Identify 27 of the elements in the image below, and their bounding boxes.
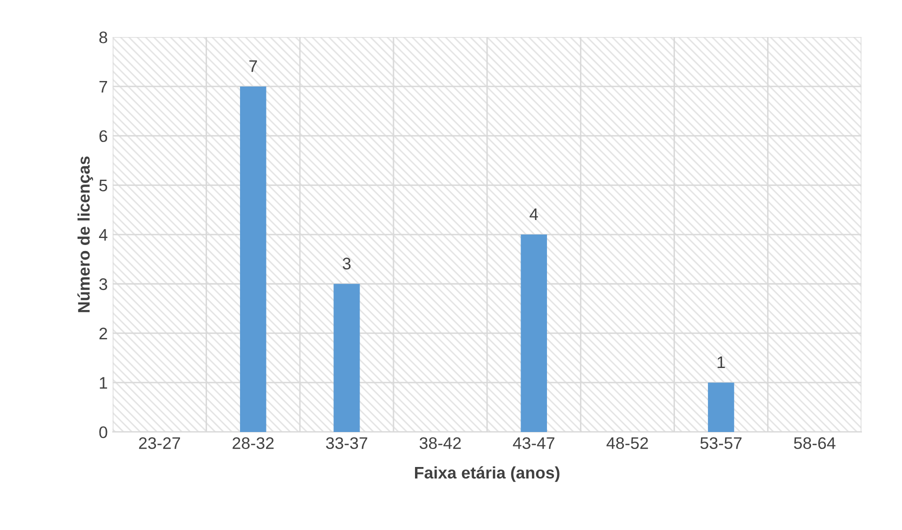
bar xyxy=(334,284,360,432)
data-label: 7 xyxy=(249,60,257,72)
x-tick-label: 23-27 xyxy=(139,437,180,450)
y-tick-label: 6 xyxy=(99,130,108,142)
bar xyxy=(240,86,266,432)
bar xyxy=(520,234,547,432)
x-tick-label: 43-47 xyxy=(512,437,554,450)
y-tick-label: 2 xyxy=(99,328,108,340)
y-tick-label: 3 xyxy=(99,278,108,290)
y-tick-label: 7 xyxy=(99,81,108,92)
x-tick-label: 33-37 xyxy=(326,437,368,450)
x-tick-label: 38-42 xyxy=(420,437,461,450)
y-tick-label: 8 xyxy=(99,32,108,44)
y-tick-label: 5 xyxy=(99,180,108,192)
data-label: 4 xyxy=(530,208,538,220)
x-tick-label: 53-57 xyxy=(700,437,742,450)
x-tick-label: 28-32 xyxy=(232,437,274,450)
y-tick-label: 1 xyxy=(100,377,108,389)
x-tick-label: 48-52 xyxy=(606,437,648,450)
y-tick-label: 4 xyxy=(99,229,108,241)
data-label: 1 xyxy=(718,356,725,368)
x-tick-label: 58-64 xyxy=(794,437,836,450)
y-tick-label: 0 xyxy=(99,426,108,438)
y-axis-title: Número de licenças xyxy=(77,156,94,312)
x-axis-title: Faixa etária (anos) xyxy=(415,466,560,482)
data-label: 3 xyxy=(342,258,351,270)
bar xyxy=(708,382,734,432)
